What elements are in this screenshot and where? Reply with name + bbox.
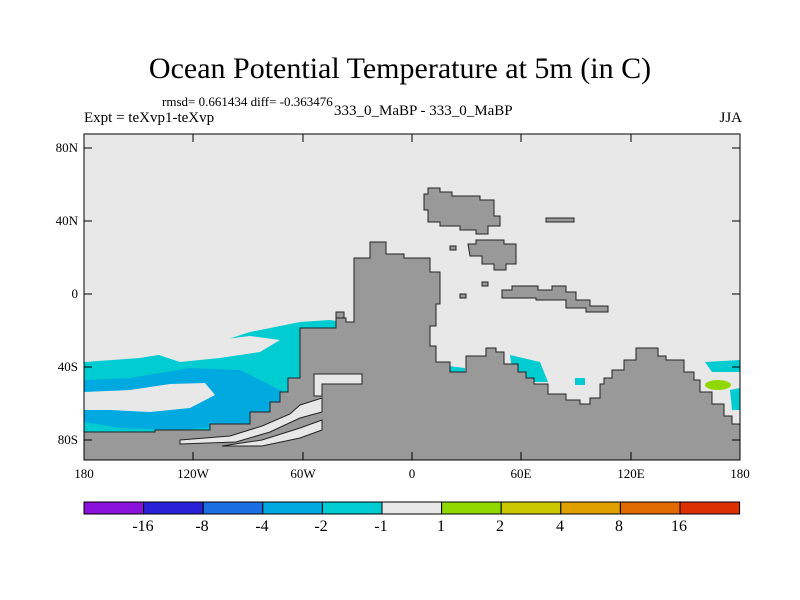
- subtitle-label: 333_0_MaBP - 333_0_MaBP: [334, 103, 513, 119]
- land-small-island-5: [335, 311, 345, 319]
- colorbar-box: [560, 501, 621, 515]
- land-small-island-4: [481, 281, 489, 287]
- lon-label-120w: 120W: [177, 466, 209, 481]
- ocean-channels: [179, 373, 363, 447]
- land-small-island-2: [449, 245, 457, 251]
- colorbar-box: [679, 501, 741, 515]
- lon-label-180e: 180: [730, 466, 750, 481]
- season-label: JJA: [719, 110, 742, 126]
- anomaly-patch-green: [705, 380, 731, 390]
- colorbar-label: -2: [314, 518, 328, 535]
- land-east-asia: [467, 239, 517, 271]
- lat-label-0: 0: [71, 286, 79, 301]
- colorbar-box: [143, 501, 204, 515]
- land-north: [335, 187, 609, 319]
- stats-text: rmsd= 0.661434 diff= -0.363476: [162, 94, 333, 109]
- colorbar-box: [500, 501, 562, 515]
- axis-ticks: [83, 134, 741, 460]
- land-southern-continent: [83, 241, 741, 461]
- anomaly-patch-neutral-west: [84, 383, 215, 412]
- colorbar-box: [83, 501, 145, 515]
- lat-label-80s: 80S: [57, 432, 78, 447]
- colorbar-label: -4: [255, 518, 269, 535]
- colorbar-label: 1: [437, 518, 445, 535]
- land-small-island-1: [545, 217, 575, 223]
- ocean-channel-3: [313, 373, 363, 397]
- anomaly-patch-cyan-east-2: [730, 388, 740, 410]
- land-eurasia-north: [423, 187, 501, 235]
- anomaly-patch-cyan-indian-3: [575, 378, 585, 385]
- lon-label-0: 0: [408, 466, 416, 481]
- colorbar-label: 4: [556, 518, 564, 535]
- colorbar-label: 2: [496, 518, 504, 535]
- lat-label-40s: 40S: [57, 359, 78, 374]
- colorbar: [83, 501, 741, 515]
- colorbar-label: -1: [374, 518, 388, 535]
- experiment-label: Expt = teXvp1-teXvp: [84, 110, 215, 126]
- colorbar-label: 8: [615, 518, 623, 535]
- lon-label-60w: 60W: [290, 466, 316, 481]
- map-title: Ocean Potential Temperature at 5m (in C): [148, 52, 652, 85]
- colorbar-box: [202, 501, 264, 515]
- colorbar-label: 16: [671, 518, 687, 535]
- lon-label-120e: 120E: [617, 466, 645, 481]
- lat-label-40n: 40N: [55, 213, 78, 228]
- land-masses: [83, 241, 741, 461]
- lat-label-80n: 80N: [55, 140, 78, 155]
- colorbar-box: [381, 501, 443, 515]
- land-small-island-3: [459, 293, 467, 299]
- colorbar-box: [321, 501, 383, 515]
- colorbar-box: [441, 501, 502, 515]
- land-southeast-asia: [501, 285, 609, 313]
- lon-label-180w: 180: [74, 466, 94, 481]
- colorbar-label: -8: [195, 518, 209, 535]
- anomaly-patch-cyan-east: [705, 360, 740, 372]
- ocean-channel-1: [179, 397, 323, 445]
- colorbar-box: [262, 501, 323, 515]
- colorbar-box: [619, 501, 681, 515]
- ocean-channel-2: [221, 419, 323, 447]
- lon-label-60e: 60E: [510, 466, 532, 481]
- colorbar-label: -16: [132, 518, 154, 535]
- anomaly-patch-neutral-upper: [150, 336, 280, 362]
